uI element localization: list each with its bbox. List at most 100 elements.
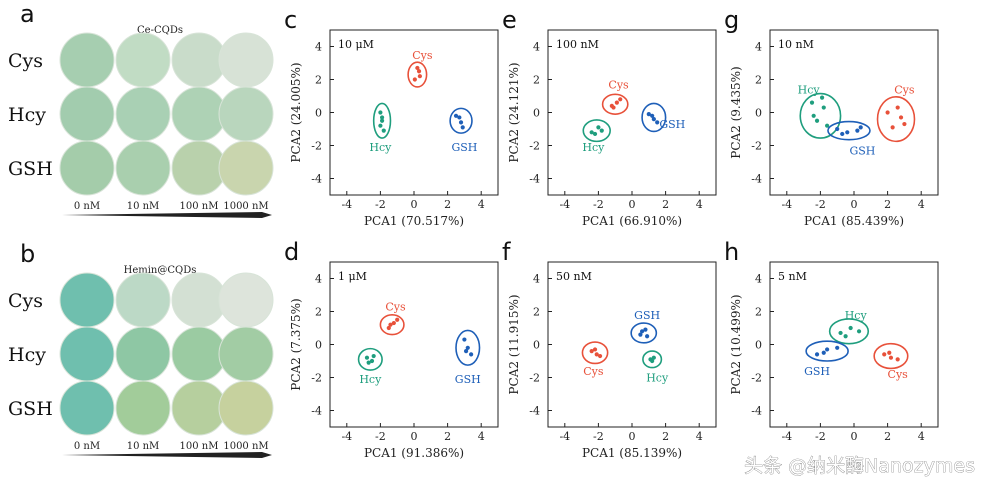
concentration-label: 0 nM [74, 201, 100, 212]
cluster-ellipse-gsh [641, 102, 667, 133]
concentration-label: 1 μM [338, 270, 367, 283]
data-point-cys [386, 325, 391, 331]
y-tick-label: -4 [529, 173, 540, 186]
y-tick-label: 0 [533, 107, 540, 120]
row-label-gsh: GSH [8, 398, 53, 420]
y-tick-label: 4 [755, 273, 762, 286]
x-tick-label: 2 [444, 198, 451, 211]
well-hcy-3 [218, 326, 274, 382]
x-tick-label: -2 [593, 430, 604, 443]
y-axis-title: PCA2 (10.499%) [729, 294, 743, 394]
well-hcy-3 [218, 86, 274, 142]
y-tick-label: 0 [755, 339, 762, 352]
pca-panel-f: f -4 -2 0 2 4 4 2 0 -2 -4 50 nM PCA1 (85.139%) PCA2 (… [502, 238, 717, 460]
x-axis-title: PCA1 (66.910%) [582, 214, 682, 228]
data-point-gsh [645, 334, 650, 339]
data-point-hcy [811, 113, 816, 118]
x-tick-label: 0 [851, 198, 858, 211]
data-point-gsh [821, 350, 826, 355]
data-point-cys [592, 347, 598, 352]
concentration-label: 100 nM [556, 38, 599, 51]
pca-panel-g: g -4 -2 0 2 4 4 2 0 -2 -4 10 nM PCA1 (85.439%) PCA2 (… [724, 6, 939, 228]
well-hcy-0 [59, 326, 115, 382]
well-cys-3 [218, 272, 274, 328]
data-point-cys [388, 322, 393, 327]
x-tick-label: 4 [478, 198, 485, 211]
cluster-ellipse-gsh [827, 120, 871, 141]
data-point-gsh [835, 126, 840, 132]
y-axis-title: PCA2 (24.121%) [507, 62, 521, 162]
cluster-label-gsh: GSH [451, 141, 477, 154]
well-hcy-0 [59, 86, 115, 142]
data-point-gsh [840, 131, 845, 137]
cluster-ellipse-hcy [642, 350, 663, 369]
pca-panel-d: d -4 -2 0 2 4 4 2 0 -2 -4 1 μM PCA1 (91.386%) PCA2 (7… [284, 238, 499, 460]
data-point-hcy [651, 355, 656, 360]
data-point-hcy [379, 118, 385, 123]
concentration-label: 10 nM [778, 38, 814, 51]
data-point-gsh [655, 120, 660, 125]
data-point-hcy [381, 128, 386, 133]
cluster-ellipse-cys [581, 341, 609, 365]
cluster-label-hcy: Hcy [359, 373, 382, 386]
x-tick-label: 4 [696, 430, 703, 443]
x-tick-label: 2 [662, 430, 669, 443]
pca-panel-c: c -4 -2 0 2 4 4 2 0 -2 -4 10 μM PCA1 (70.517%) PCA2 (… [284, 6, 499, 228]
well-gsh-3 [218, 380, 274, 436]
y-tick-label: -4 [751, 405, 762, 418]
data-point-hcy [592, 131, 598, 137]
y-tick-label: 2 [533, 306, 540, 319]
panel-letter-f: f [502, 238, 511, 266]
well-gsh-2 [171, 140, 227, 196]
data-point-gsh [638, 332, 643, 337]
x-tick-label: -4 [341, 430, 352, 443]
plot-frame [329, 261, 499, 428]
data-point-hcy [819, 95, 825, 100]
x-tick-label: -4 [781, 198, 792, 211]
data-point-cys [890, 125, 895, 130]
data-point-gsh [858, 125, 863, 130]
well-gsh-0 [59, 140, 115, 196]
cluster-label-cys: Cys [894, 83, 915, 96]
cluster-ellipse-cys [379, 314, 405, 336]
well-gsh-3 [218, 140, 274, 196]
x-tick-label: 0 [851, 430, 858, 443]
data-point-hcy [378, 110, 383, 115]
data-point-gsh [845, 130, 850, 135]
well-panel-title: Hemin@CQDs [124, 265, 197, 276]
cluster-ellipse-hcy [582, 119, 611, 143]
x-tick-label: -2 [815, 430, 826, 443]
y-tick-label: 2 [533, 74, 540, 87]
data-point-cys [597, 353, 603, 359]
y-tick-label: -4 [529, 405, 540, 418]
data-point-gsh [650, 113, 655, 118]
data-point-cys [589, 349, 594, 354]
data-point-gsh [814, 352, 820, 357]
y-tick-label: 4 [533, 41, 540, 54]
concentration-label: 50 nM [556, 270, 592, 283]
data-point-cys [594, 352, 599, 357]
row-label-hcy: Hcy [8, 104, 46, 126]
data-point-cys [412, 77, 417, 82]
x-tick-label: 0 [629, 198, 636, 211]
panel-letter-h: h [724, 238, 739, 266]
data-point-gsh [651, 117, 656, 122]
y-tick-label: 0 [315, 107, 322, 120]
y-tick-label: -2 [751, 140, 762, 153]
data-point-gsh [646, 112, 651, 117]
cluster-ellipse-hcy [828, 318, 870, 345]
panel-letter-e: e [502, 6, 517, 34]
x-axis-title: PCA1 (91.386%) [364, 446, 464, 460]
y-tick-label: 0 [755, 107, 762, 120]
data-point-hcy [825, 123, 830, 128]
cluster-ellipse-hcy [799, 92, 842, 139]
data-point-gsh [643, 327, 648, 332]
y-axis-title: PCA2 (7.375%) [289, 298, 303, 391]
cluster-label-hcy: Hcy [646, 372, 669, 385]
well-cys-2 [171, 32, 227, 88]
concentration-label: 10 nM [127, 441, 160, 452]
well-panel-title: Ce-CQDs [137, 25, 183, 36]
data-point-gsh [462, 337, 467, 342]
x-tick-label: -2 [375, 430, 386, 443]
